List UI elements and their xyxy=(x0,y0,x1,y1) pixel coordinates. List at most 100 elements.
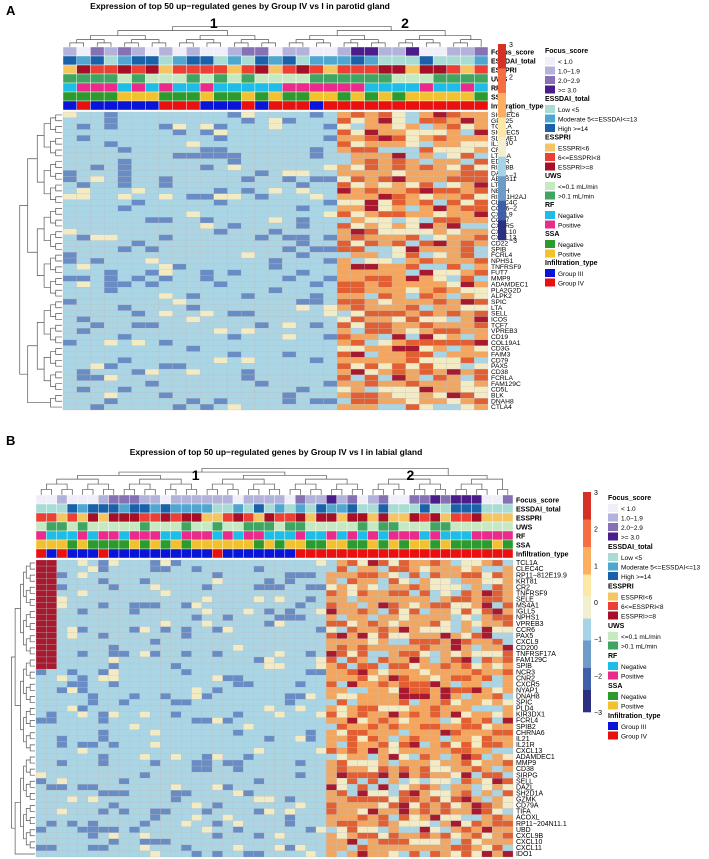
heatmap-cell xyxy=(337,269,352,276)
annotation-cell xyxy=(460,548,472,559)
heatmap-cell xyxy=(199,199,214,206)
gene-label: CTLA4 xyxy=(491,404,512,411)
heatmap-cell xyxy=(232,681,244,688)
heatmap-cell xyxy=(186,111,201,118)
heatmap-cell xyxy=(282,357,297,364)
heatmap-cell xyxy=(191,790,203,797)
heatmap-cell xyxy=(253,662,265,670)
heatmap-cell xyxy=(243,802,254,809)
heatmap-cell xyxy=(254,339,269,346)
scale-segment xyxy=(498,195,506,202)
heatmap-cell xyxy=(346,826,358,833)
heatmap-cell xyxy=(315,620,327,627)
annotation-cell xyxy=(398,530,410,541)
heatmap-cell xyxy=(295,759,306,767)
annotation-cell xyxy=(199,64,215,75)
heatmap-cell xyxy=(108,814,120,821)
heatmap-cell xyxy=(398,820,410,827)
heatmap-cell xyxy=(446,193,461,200)
heatmap-cell xyxy=(98,656,109,664)
heatmap-cell xyxy=(160,838,171,846)
heatmap-cell xyxy=(104,368,118,376)
annotation-cell xyxy=(502,530,514,541)
annotation-cell xyxy=(139,512,151,523)
heatmap-cell xyxy=(305,608,317,615)
heatmap-cell xyxy=(98,565,109,573)
heatmap-cell xyxy=(46,778,57,785)
annotation-cell xyxy=(241,55,256,66)
heatmap-cell xyxy=(264,662,275,670)
track-label: RF xyxy=(516,534,526,541)
heatmap-cell xyxy=(158,199,173,206)
heatmap-cell xyxy=(90,404,105,411)
heatmap-cell xyxy=(433,275,447,282)
heatmap-cell xyxy=(181,790,192,797)
heatmap-cell xyxy=(284,723,296,730)
annotation-cell xyxy=(336,539,348,550)
heatmap-cell xyxy=(186,146,201,154)
heatmap-cell xyxy=(46,784,57,791)
annotation-cell xyxy=(326,530,337,541)
heatmap-cell xyxy=(461,614,472,621)
heatmap-cell xyxy=(405,368,420,376)
heatmap-cell xyxy=(46,644,57,652)
heatmap-cell xyxy=(336,838,348,846)
heatmap-cell xyxy=(274,614,285,621)
heatmap-cell xyxy=(481,656,493,664)
heatmap-cell xyxy=(264,675,275,682)
annotation-cell xyxy=(419,46,434,57)
heatmap-cell xyxy=(378,187,393,194)
heatmap-cell xyxy=(305,675,317,682)
heatmap-cell xyxy=(419,193,434,200)
heatmap-cell xyxy=(90,293,105,300)
heatmap-cell xyxy=(201,741,213,749)
annotation-cell xyxy=(149,503,161,514)
heatmap-cell xyxy=(460,211,475,218)
heatmap-cell xyxy=(357,765,368,773)
heatmap-cell xyxy=(433,404,447,411)
heatmap-cell xyxy=(191,747,203,755)
heatmap-cell xyxy=(378,632,389,639)
annotation-cell xyxy=(405,73,420,84)
heatmap-cell xyxy=(108,675,120,682)
heatmap-cell xyxy=(90,392,105,399)
heatmap-cell xyxy=(405,252,420,259)
heatmap-cell xyxy=(90,141,105,148)
heatmap-cell xyxy=(471,838,483,846)
heatmap-cell xyxy=(77,675,88,682)
annotation-cell xyxy=(471,548,483,559)
legend-title: RF xyxy=(608,653,618,660)
gene-label: CXCL9B xyxy=(516,833,543,840)
heatmap-cell xyxy=(433,135,447,142)
heatmap-cell xyxy=(170,656,182,664)
heatmap-cell xyxy=(295,193,310,200)
scale-segment xyxy=(498,122,506,128)
heatmap-cell xyxy=(90,316,105,323)
heatmap-cell xyxy=(461,571,472,579)
gene-label: KRT81 xyxy=(516,578,538,585)
heatmap-cell xyxy=(295,608,306,615)
heatmap-cell xyxy=(326,590,337,597)
heatmap-cell xyxy=(66,687,78,694)
heatmap-cell xyxy=(337,392,352,399)
heatmap-cell xyxy=(282,181,297,189)
legend-swatch xyxy=(545,269,555,277)
heatmap-cell xyxy=(254,386,269,393)
heatmap-cell xyxy=(222,608,234,615)
heatmap-cell xyxy=(191,559,203,567)
heatmap-cell xyxy=(139,759,151,767)
heatmap-cell xyxy=(241,357,256,364)
heatmap-cell xyxy=(350,222,365,229)
heatmap-cell xyxy=(46,571,57,579)
heatmap-cell xyxy=(46,772,57,779)
heatmap-cell xyxy=(405,363,420,370)
heatmap-cell xyxy=(305,590,317,597)
heatmap-cell xyxy=(364,351,379,358)
heatmap-cell xyxy=(274,832,285,839)
heatmap-cell xyxy=(295,298,310,305)
heatmap-cell xyxy=(391,252,406,259)
heatmap-cell xyxy=(254,357,269,364)
legend-item-label: Group III xyxy=(558,271,583,278)
scale-segment xyxy=(498,127,506,133)
heatmap-cell xyxy=(104,164,118,171)
